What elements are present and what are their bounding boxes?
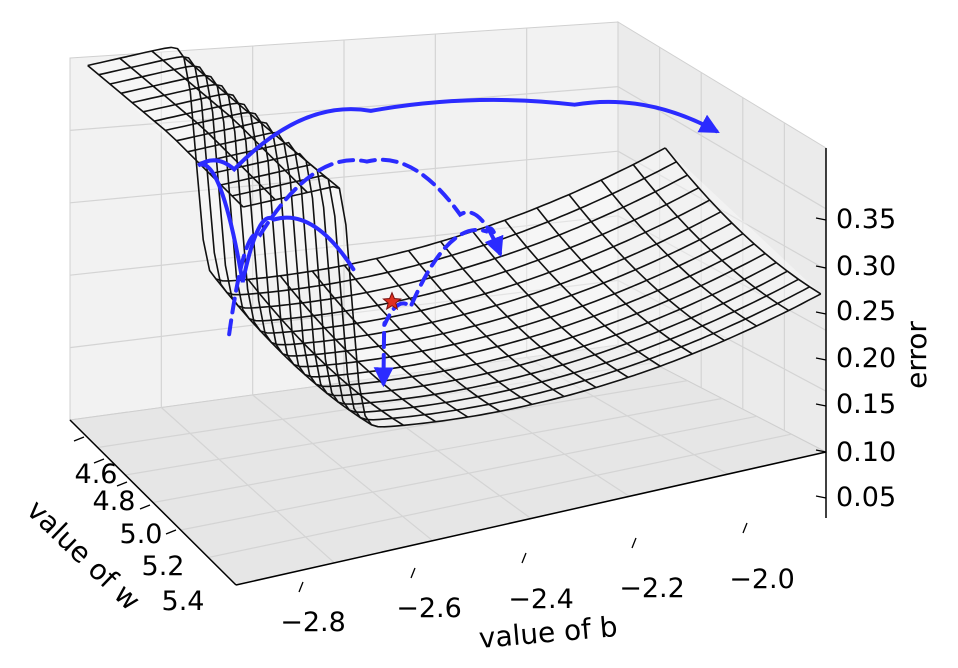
trajectories (196, 97, 720, 388)
surface-mesh-line (119, 57, 276, 201)
z-axis-label: error (900, 321, 933, 389)
grid-line (69, 279, 619, 349)
x-tick-label: −2.4 (508, 584, 574, 615)
surface-fill (87, 47, 821, 427)
grid-line (69, 215, 619, 276)
grid-line (69, 150, 619, 204)
y-tick-label: 4.6 (75, 459, 118, 490)
tick-mark (73, 436, 85, 442)
surface-mesh-line (536, 207, 693, 355)
z-tick-label: 0.35 (836, 204, 896, 235)
tick-mark (815, 495, 827, 499)
x-tick-label: −2.2 (619, 573, 685, 604)
tick-mark (815, 217, 827, 221)
trajectory-path (227, 157, 504, 337)
grid-line (617, 150, 827, 271)
wireframe-surface (87, 46, 822, 428)
tick-mark (116, 481, 128, 487)
tick-mark (93, 458, 105, 464)
grid-line (617, 215, 827, 331)
grid-lines (69, 28, 827, 564)
surface-mesh-line (439, 241, 597, 389)
z-tick-labels: 0.05 0.10 0.15 0.20 0.25 0.30 0.35 (836, 204, 896, 513)
tick-mark (139, 504, 151, 510)
tick-mark (815, 449, 827, 453)
x-tick-label: −2.8 (280, 607, 346, 638)
tick-mark (165, 529, 177, 535)
y-tick-label: 5.0 (120, 519, 163, 550)
y-tick-label: 5.2 (142, 551, 185, 582)
tick-marks (73, 217, 827, 593)
x-axis-label: value of b (477, 610, 618, 655)
tick-mark (298, 581, 304, 593)
x-tick-labels: −2.8 −2.6 −2.4 −2.2 −2.0 (280, 564, 795, 638)
surface-mesh-line (568, 194, 725, 342)
grid-line (617, 279, 827, 392)
tick-mark (815, 311, 827, 315)
surface-mesh-line (151, 50, 308, 194)
tick-mark (631, 537, 637, 549)
tick-mark (815, 265, 827, 269)
y-tick-label: 4.8 (93, 486, 136, 517)
trajectory-path (373, 226, 502, 388)
surface-mesh-line (504, 219, 661, 367)
z-tick-label: 0.30 (836, 251, 896, 282)
z-tick-label: 0.05 (836, 482, 896, 513)
z-tick-label: 0.20 (836, 343, 896, 374)
surface-mesh-line (215, 278, 372, 426)
y-axis-line (69, 419, 237, 586)
surface-mesh-line (247, 278, 405, 426)
z-tick-label: 0.10 (836, 437, 896, 468)
z-tick-label: 0.25 (836, 296, 896, 327)
surface-mesh-line (375, 257, 533, 406)
tick-mark (815, 357, 827, 361)
tick-mark (521, 552, 527, 564)
surface-mesh-line (632, 164, 790, 312)
surface-mesh-line (472, 230, 629, 378)
x-tick-label: −2.6 (396, 593, 462, 624)
minimum-star-marker (382, 291, 402, 311)
tick-mark (815, 403, 827, 407)
y-tick-labels: 4.6 4.8 5.0 5.2 5.4 (75, 459, 205, 617)
surface-mesh-line (664, 147, 822, 295)
surface-mesh-line (600, 179, 758, 327)
tick-mark (742, 522, 748, 534)
surface-mesh-line (279, 275, 437, 423)
x-tick-label: −2.0 (729, 564, 795, 595)
y-tick-label: 5.4 (162, 586, 205, 617)
surface-mesh-line (407, 250, 565, 398)
surface-mesh-line (183, 56, 340, 189)
surface-mesh-line (311, 270, 469, 418)
surface-mesh-line (343, 264, 501, 412)
tick-mark (410, 567, 416, 579)
x-axis-line (235, 451, 827, 586)
trajectory-path (196, 97, 720, 283)
z-tick-label: 0.15 (836, 389, 896, 420)
